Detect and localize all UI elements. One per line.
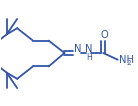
Text: H: H — [86, 53, 92, 62]
Text: O: O — [100, 30, 108, 40]
Text: N: N — [74, 44, 82, 54]
Text: N: N — [85, 44, 93, 54]
Text: 2: 2 — [126, 60, 131, 66]
Text: NH: NH — [119, 55, 134, 65]
